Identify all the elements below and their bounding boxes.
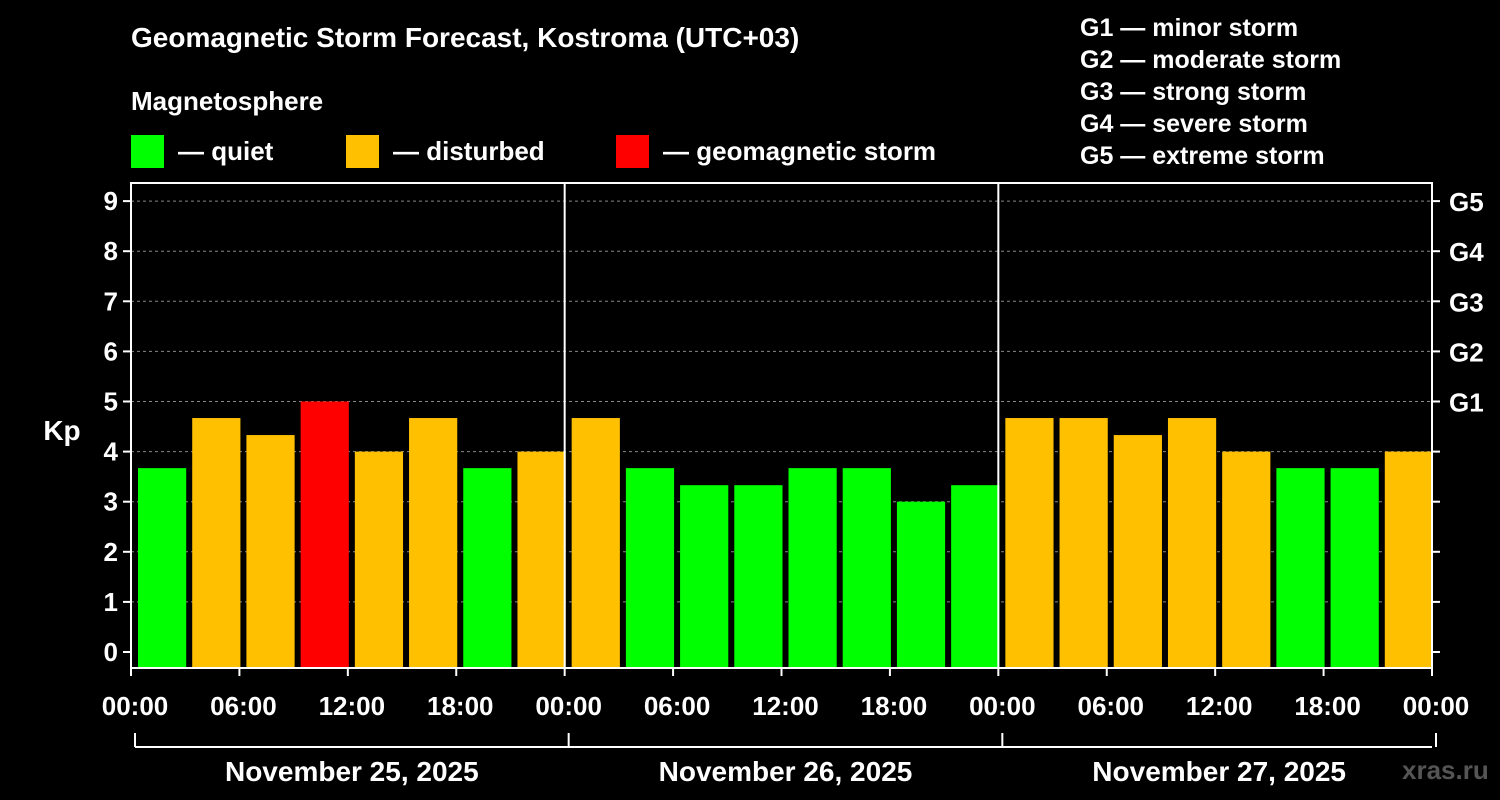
x-tick-label: 00:00	[969, 691, 1036, 721]
y-tick-label: 0	[104, 637, 118, 667]
y-tick-label: 6	[104, 336, 118, 366]
legend-item-storm: — geomagnetic storm	[616, 134, 936, 168]
kp-bar	[517, 451, 566, 668]
legend-item-quiet: — quiet	[131, 134, 273, 168]
g-scale-g4: G4 — severe storm	[1080, 110, 1308, 138]
x-tick-label: 06:00	[1078, 691, 1145, 721]
x-tick-label: 00:00	[1403, 691, 1470, 721]
legend-label-disturbed: — disturbed	[393, 135, 545, 166]
g-level-label: G5	[1449, 187, 1484, 217]
kp-bar	[300, 401, 349, 668]
legend-swatch-storm	[616, 134, 649, 168]
day-label: November 25, 2025	[225, 756, 479, 787]
kp-bar	[1384, 451, 1433, 668]
kp-bar	[1005, 418, 1054, 668]
x-tick-label: 00:00	[535, 691, 602, 721]
kp-bar	[951, 485, 1000, 668]
g-scale-g3: G3 — strong storm	[1080, 78, 1307, 106]
y-tick-label: 4	[104, 437, 119, 467]
y-tick-label: 5	[104, 387, 118, 417]
x-tick-label: 12:00	[319, 691, 386, 721]
y-tick-label: 7	[104, 286, 118, 316]
kp-bar	[625, 468, 675, 668]
kp-bar	[409, 418, 458, 668]
kp-bar	[680, 485, 729, 668]
legend-heading: Magnetosphere	[131, 86, 324, 116]
g-level-label: G2	[1449, 337, 1484, 367]
kp-bar	[896, 501, 946, 668]
g-level-label: G3	[1449, 287, 1484, 317]
kp-bar	[1059, 418, 1108, 668]
kp-bar	[354, 451, 404, 668]
kp-bar	[1276, 468, 1325, 668]
x-tick-label: 18:00	[427, 691, 494, 721]
watermark: xras.ru	[1402, 755, 1489, 785]
y-tick-label: 8	[104, 236, 118, 266]
x-tick-label: 18:00	[1294, 691, 1361, 721]
kp-bar	[463, 468, 512, 668]
g-level-label: G1	[1449, 388, 1484, 418]
g-scale-g2: G2 — moderate storm	[1080, 46, 1342, 74]
legend-label-quiet: — quiet	[178, 135, 274, 166]
x-tick-label: 18:00	[861, 691, 928, 721]
kp-bar	[1167, 418, 1217, 668]
kp-bar	[192, 418, 241, 668]
legend-swatch-disturbed	[346, 134, 379, 168]
x-tick-label: 00:00	[102, 691, 169, 721]
day-label: November 26, 2025	[659, 756, 913, 787]
g-scale-g5: G5 — extreme storm	[1080, 142, 1325, 170]
day-label: November 27, 2025	[1092, 756, 1346, 787]
legend-swatch-quiet	[131, 134, 164, 168]
kp-bar	[138, 468, 187, 668]
y-tick-label: 3	[104, 487, 118, 517]
kp-bar	[842, 468, 891, 668]
y-tick-label: 2	[104, 537, 118, 567]
x-tick-label: 12:00	[1186, 691, 1253, 721]
y-tick-label: 9	[104, 186, 118, 216]
g-scale-g1: G1 — minor storm	[1080, 14, 1299, 42]
y-tick-label: 1	[104, 587, 118, 617]
kp-bar	[1222, 451, 1271, 668]
kp-bar	[788, 468, 837, 668]
g-scale-legend: G1 — minor storm G2 — moderate storm G3 …	[1080, 12, 1341, 172]
kp-bar	[1330, 468, 1379, 668]
legend-label-storm: — geomagnetic storm	[663, 135, 937, 166]
legend-item-disturbed: — disturbed	[346, 134, 545, 168]
kp-bar	[246, 435, 295, 668]
chart-title: Geomagnetic Storm Forecast, Kostroma (UT…	[131, 22, 800, 53]
x-tick-label: 06:00	[210, 691, 277, 721]
kp-bar	[571, 418, 620, 668]
x-tick-label: 12:00	[752, 691, 819, 721]
y-axis-label: Kp	[43, 415, 80, 446]
x-tick-label: 06:00	[644, 691, 711, 721]
g-level-label: G4	[1449, 237, 1484, 267]
kp-bar	[1113, 435, 1162, 668]
kp-bar	[734, 485, 783, 668]
